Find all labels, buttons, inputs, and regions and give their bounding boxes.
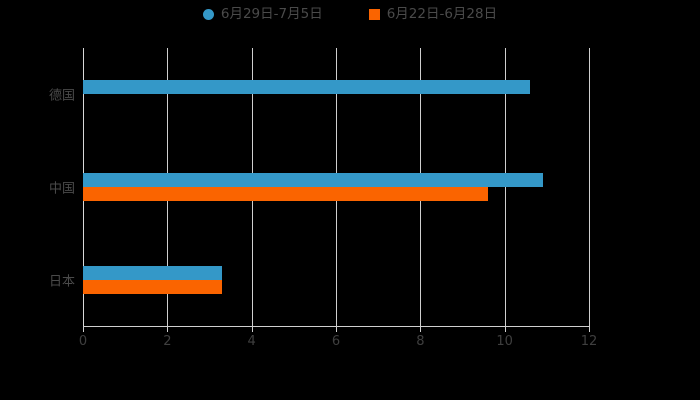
bar-1-series-1[interactable]: [83, 80, 530, 95]
legend-label-series-1: 6月29日-7月5日: [220, 6, 323, 22]
x-axis-tick-mark: [83, 326, 84, 332]
x-axis-tick-mark: [251, 326, 253, 332]
category-label-2: 中国: [48, 181, 75, 197]
legend-circle-marker-icon: [202, 9, 214, 21]
x-tick-label-0: 0: [78, 334, 88, 349]
gridline: [504, 48, 506, 326]
bar-3-series-2[interactable]: [83, 279, 223, 294]
chart-legend: 6月29日-7月5日 6月22日-6月28日: [0, 6, 700, 22]
category-label-1: 德国: [48, 88, 75, 104]
x-axis-tick-mark: [504, 326, 506, 332]
plot-area: [83, 48, 590, 332]
bar-2-series-1[interactable]: [83, 173, 543, 187]
x-tick-label-6: 6: [331, 334, 341, 349]
legend-item-series-2[interactable]: 6月22日-6月28日: [368, 6, 498, 22]
x-axis-tick-mark: [589, 326, 590, 332]
legend-item-series-1[interactable]: 6月29日-7月5日: [202, 6, 323, 22]
legend-square-marker-icon: [368, 9, 380, 21]
x-axis-tick-mark: [420, 326, 422, 332]
bar-2-series-2[interactable]: [83, 187, 488, 201]
legend-label-series-2: 6月22日-6月28日: [386, 6, 498, 22]
x-tick-label-2: 2: [163, 334, 172, 349]
x-tick-label-10: 10: [496, 334, 513, 349]
x-axis-tick-mark: [167, 326, 169, 332]
x-axis-tick-mark: [336, 326, 337, 332]
category-label-3: 日本: [48, 274, 75, 290]
x-tick-label-8: 8: [416, 334, 425, 349]
x-tick-label-12: 12: [580, 334, 598, 349]
x-tick-label-4: 4: [247, 334, 256, 349]
gridline: [589, 48, 590, 326]
bar-3-series-1[interactable]: [83, 265, 223, 280]
